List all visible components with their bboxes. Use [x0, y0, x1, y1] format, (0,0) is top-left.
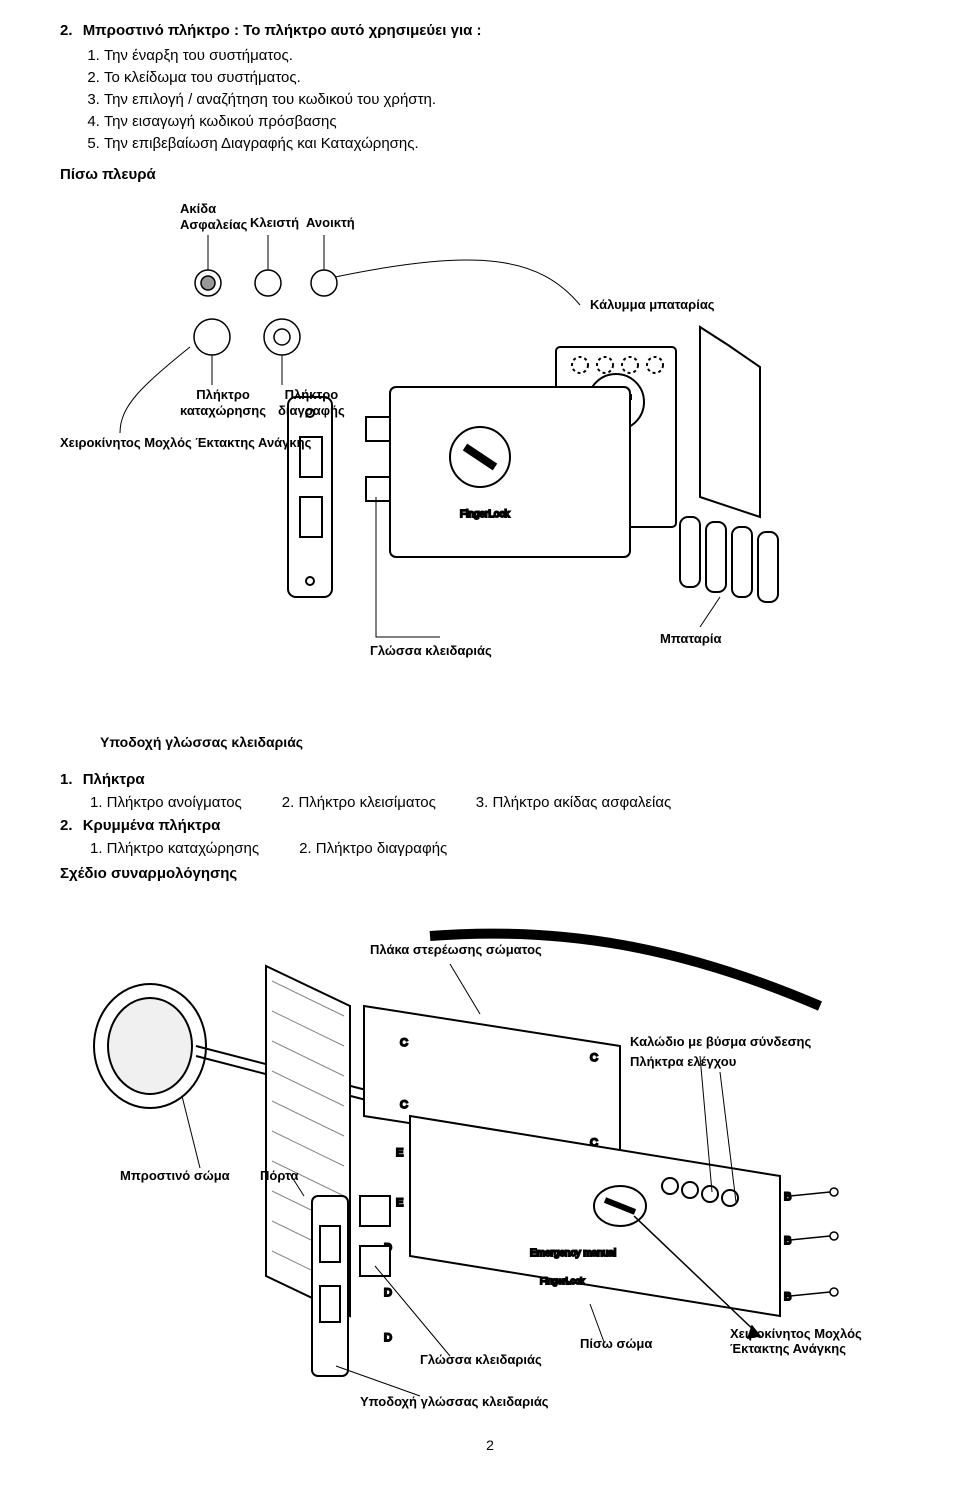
- label-lock-tongue-2: Γλώσσα κλειδαριάς: [420, 1352, 542, 1368]
- label-tongue-receiver-2: Υποδοχή γλώσσας κλειδαριάς: [360, 1394, 549, 1410]
- label-battery: Μπαταρία: [660, 631, 722, 647]
- list-item: Την επιλογή / αναζήτηση του κωδικού του …: [104, 89, 920, 110]
- svg-text:D: D: [384, 1287, 392, 1299]
- svg-text:C: C: [400, 1099, 408, 1111]
- svg-text:FingerLock: FingerLock: [460, 509, 510, 520]
- label-closed: Κλειστή: [250, 215, 299, 231]
- label-open: Ανοικτή: [306, 215, 355, 231]
- svg-text:B: B: [784, 1291, 791, 1303]
- list-item: 2. Πλήκτρο κλεισίματος: [282, 792, 436, 813]
- assembly-title: Σχέδιο συναρμολόγησης: [60, 863, 920, 884]
- heading-text: Μπροστινό πλήκτρο : Το πλήκτρο αυτό χρησ…: [83, 22, 482, 39]
- heading-num: 2.: [60, 22, 73, 39]
- diagram-assembly: C C C C Emergency manual FingerLock E E …: [60, 896, 880, 1416]
- buttons-heading: 1. Πλήκτρα: [60, 769, 920, 790]
- label-lock-tongue: Γλώσσα κλειδαριάς: [370, 643, 492, 659]
- label-emergency2: Έκτακτης Ανάγκης: [730, 1341, 846, 1356]
- svg-text:B: B: [784, 1235, 791, 1247]
- diagram-back-side: FingerLock Ακίδα Ασφαλείας Κλειστή Ανοικ…: [60, 197, 880, 717]
- label-mounting-plate: Πλάκα στερέωσης σώματος: [370, 942, 542, 958]
- svg-text:E: E: [396, 1197, 403, 1209]
- label-del1: Πλήκτρο: [285, 387, 339, 402]
- svg-text:C: C: [590, 1052, 598, 1064]
- usage-list: Την έναρξη του συστήματος. Το κλείδωμα τ…: [104, 45, 920, 154]
- page-number: 2: [60, 1436, 920, 1456]
- tongue-receiver-label: Υποδοχή γλώσσας κλειδαριάς: [100, 733, 920, 753]
- svg-text:Emergency manual: Emergency manual: [530, 1248, 616, 1259]
- label-control-buttons: Πλήκτρα ελέγχου: [630, 1054, 736, 1070]
- hidden-buttons-heading: 2. Κρυμμένα πλήκτρα: [60, 815, 920, 836]
- label-emergency1: Χειροκίνητος Μοχλός: [730, 1326, 862, 1341]
- buttons-row1: 1. Πλήκτρο ανοίγματος 2. Πλήκτρο κλεισίμ…: [90, 792, 920, 813]
- back-side-title: Πίσω πλευρά: [60, 164, 920, 185]
- list-item: 3. Πλήκτρο ακίδας ασφαλείας: [476, 792, 672, 813]
- label-emergency-lever: Χειροκίνητος Μοχλός Έκτακτης Ανάγκης: [60, 435, 311, 451]
- svg-text:FingerLock: FingerLock: [540, 1276, 585, 1286]
- label-cable: Καλώδιο με βύσμα σύνδεσης: [630, 1034, 811, 1050]
- list-item: Την εισαγωγή κωδικού πρόσβασης: [104, 111, 920, 132]
- label-del2: διαγραφής: [278, 403, 345, 418]
- svg-text:B: B: [784, 1191, 791, 1203]
- list-item: Το κλείδωμα του συστήματος.: [104, 67, 920, 88]
- list-item: Την επιβεβαίωση Διαγραφής και Καταχώρηση…: [104, 133, 920, 154]
- label-door: Πόρτα: [260, 1168, 298, 1184]
- svg-text:C: C: [400, 1037, 408, 1049]
- svg-text:E: E: [396, 1147, 403, 1159]
- list-item: 2. Πλήκτρο διαγραφής: [299, 838, 447, 859]
- label-safety-pin: Ακίδα: [180, 201, 216, 216]
- label-reg2: καταχώρησης: [180, 403, 266, 418]
- svg-text:D: D: [384, 1332, 392, 1344]
- main-heading: 2. Μπροστινό πλήκτρο : Το πλήκτρο αυτό χ…: [60, 20, 920, 41]
- diagram1-svg: FingerLock: [60, 197, 880, 717]
- label-front-body: Μπροστινό σώμα: [120, 1168, 230, 1184]
- label-reg1: Πλήκτρο: [196, 387, 250, 402]
- label-battery-cover: Κάλυμμα μπαταρίας: [590, 297, 715, 313]
- list-item: 1. Πλήκτρο καταχώρησης: [90, 838, 259, 859]
- list-item: 1. Πλήκτρο ανοίγματος: [90, 792, 242, 813]
- buttons-row2: 1. Πλήκτρο καταχώρησης 2. Πλήκτρο διαγρα…: [90, 838, 920, 859]
- list-item: Την έναρξη του συστήματος.: [104, 45, 920, 66]
- label-safety: Ασφαλείας: [180, 217, 247, 232]
- label-rear-body: Πίσω σώμα: [580, 1336, 652, 1352]
